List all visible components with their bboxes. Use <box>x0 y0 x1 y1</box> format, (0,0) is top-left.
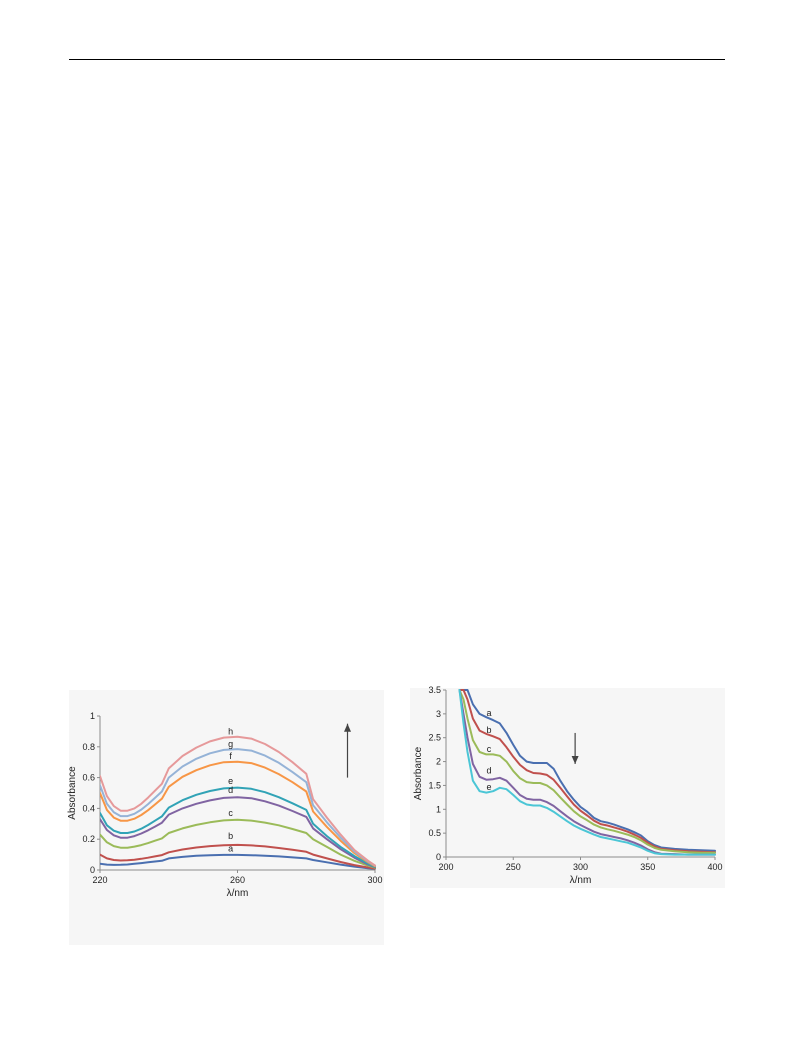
x-tick-label: 220 <box>92 875 107 885</box>
y-tick-label: 3 <box>436 709 441 719</box>
absorbance-chart-left: 0 0.2 0.4 0.6 0.8 1 220 260 300 λ/nm Absorbance ab c… <box>67 711 383 899</box>
absorbance-chart-right: 0 0.5 1 1.5 2 2.5 3 3.5 200 250 300 350 400 λ/nm Absor… <box>413 685 723 886</box>
y-tick-label: 0.2 <box>82 834 95 844</box>
arrow-down-icon <box>571 732 579 764</box>
y-tick-label: 2 <box>436 757 441 767</box>
y-tick-label: 0.5 <box>428 828 441 838</box>
series-label-d: d <box>487 766 492 776</box>
series-line-f <box>100 760 376 868</box>
series-label-e: e <box>228 776 233 786</box>
series-line-e <box>458 689 716 856</box>
y-tick-label: 0.6 <box>82 773 95 783</box>
chart-panel-right: 0 0.5 1 1.5 2 2.5 3 3.5 200 250 300 350 400 λ/nm Absor… <box>410 685 725 888</box>
series-line-c <box>458 689 716 854</box>
top-rule <box>69 59 725 60</box>
series-label-h: h <box>228 726 233 736</box>
y-tick-label: 0 <box>90 865 95 875</box>
x-tick-label: 200 <box>438 862 453 872</box>
y-axis-title: Absorbance <box>413 746 424 800</box>
y-tick-label: 1 <box>90 711 95 721</box>
series-label-c: c <box>228 808 233 818</box>
y-tick-label: 0.8 <box>82 742 95 752</box>
y-tick-label: 1 <box>436 804 441 814</box>
series-line-h <box>100 735 376 867</box>
arrow-up-icon <box>344 723 351 778</box>
series-line-e <box>100 786 376 868</box>
x-axis-title: λ/nm <box>570 875 592 886</box>
series-line-b <box>458 689 716 854</box>
series-label-e: e <box>487 782 492 792</box>
series-line-d <box>100 796 376 869</box>
series-label-d: d <box>228 785 233 795</box>
series-line-c <box>100 818 376 869</box>
series-line-g <box>100 748 376 867</box>
series-label-c: c <box>487 744 492 754</box>
y-axis-title: Absorbance <box>67 766 78 820</box>
x-tick-label: 350 <box>640 862 655 872</box>
x-tick-label: 300 <box>573 862 588 872</box>
series-label-f: f <box>229 751 232 761</box>
y-tick-label: 1.5 <box>428 780 441 790</box>
series-label-a: a <box>487 708 492 718</box>
series-line-a <box>458 689 716 852</box>
chart-panel-left: 0 0.2 0.4 0.6 0.8 1 220 260 300 λ/nm Absorbance a b c… <box>67 690 384 945</box>
y-tick-label: 3.5 <box>428 685 441 695</box>
x-tick-label: 260 <box>230 875 245 885</box>
series-line-d <box>458 689 716 856</box>
series-line-a <box>100 853 376 870</box>
y-tick-label: 0.4 <box>82 803 95 813</box>
series-label-b: b <box>228 831 233 841</box>
y-tick-label: 0 <box>436 852 441 862</box>
x-tick-label: 400 <box>707 862 722 872</box>
series-line-b <box>100 843 376 870</box>
series-label-a: a <box>228 844 233 854</box>
y-tick-label: 2.5 <box>428 733 441 743</box>
series-label-g: g <box>228 739 233 749</box>
x-axis-title: λ/nm <box>227 888 249 899</box>
x-tick-label: 300 <box>367 875 382 885</box>
series-label-b: b <box>487 725 492 735</box>
x-tick-label: 250 <box>506 862 521 872</box>
